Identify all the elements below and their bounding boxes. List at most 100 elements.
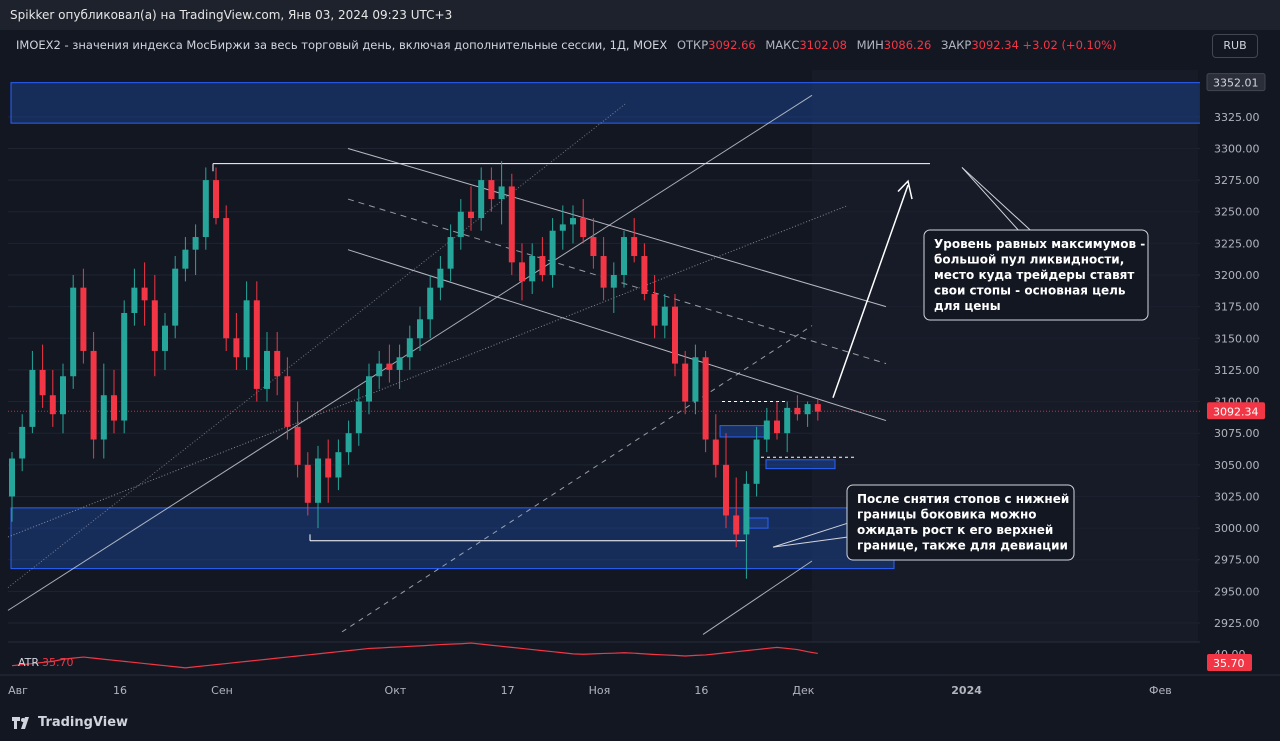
candle-body (9, 458, 15, 497)
candle-body (315, 458, 321, 503)
candle-body (498, 186, 505, 200)
callout-range-line: границы боковика можно (857, 508, 1037, 522)
publisher-line: Spikker опубликовал(а) на TradingView.co… (10, 8, 453, 22)
time-tick-label: 17 (501, 684, 515, 697)
candle-body (39, 369, 46, 396)
candle-body (70, 287, 77, 377)
candle-body (672, 306, 678, 364)
price-tick-label: 3200.00 (1214, 269, 1260, 282)
support-ray (702, 560, 813, 635)
callout-liquidity: Уровень равных максимумов - большой пул л… (923, 229, 1149, 321)
candle-body (661, 306, 668, 326)
callout-pointer-2b (772, 536, 849, 548)
tradingview-brand: TradingView (38, 715, 129, 730)
tradingview-logo[interactable]: TradingView (12, 715, 128, 730)
time-tick-label: Сен (211, 684, 233, 697)
price-chart[interactable]: ATR 35.70 2925.002950.002975.003000.00302… (0, 30, 1280, 710)
top-price-label: 3352.01 (1213, 77, 1259, 90)
price-axis: 2925.00 2950.00 2975.00 3000.00 3025.00 3050.… (1200, 70, 1280, 710)
atr-label: ATR (18, 656, 39, 669)
price-tick-label: 3225.00 (1214, 237, 1260, 250)
dashed-trend-line (341, 325, 813, 633)
time-axis: Авг16СенОкт17Ноя16Дек2024ФевМар (0, 674, 1280, 697)
callout-liquidity-line: место куда трейдеры ставят (934, 268, 1134, 282)
candle-body (427, 287, 434, 320)
price-tick-label: 3000.00 (1214, 522, 1260, 535)
callout-pointer-2 (772, 522, 849, 548)
candle-body (631, 237, 638, 257)
target-arrow (832, 184, 909, 399)
candle-body (559, 224, 566, 231)
candle-body (641, 256, 648, 294)
callout-pointer-1 (961, 167, 1043, 242)
candle-body (151, 300, 158, 351)
candle-body (570, 218, 576, 225)
candle-body (712, 439, 719, 465)
candle-body (172, 268, 179, 326)
time-tick-label: Ноя (589, 684, 611, 697)
callout-liquidity-line: Уровень равных максимумов - (934, 237, 1145, 251)
candle-body (590, 237, 597, 257)
candle-body (437, 268, 444, 288)
candle-body (468, 211, 474, 219)
price-axis-bg (1200, 70, 1280, 710)
atr-indicator: ATR 35.70 (8, 641, 1200, 669)
legend-open-value: 3092.66 (708, 38, 756, 52)
candle-body (488, 180, 495, 200)
price-tick-label: 2925.00 (1214, 617, 1260, 630)
candle-body (213, 180, 219, 219)
candle-body (60, 376, 66, 415)
candle-body (457, 211, 464, 238)
time-tick-label: Фев (1149, 684, 1172, 697)
time-tick-label: 2024 (951, 684, 982, 697)
candle-body (580, 218, 587, 238)
candle-body (264, 350, 270, 389)
chart-legend: IMOEX2 - значения индекса МосБиржи за ве… (16, 38, 1117, 52)
candles (9, 161, 821, 579)
candle-body (753, 439, 760, 484)
target-arrow-head (897, 179, 913, 200)
candle-body (376, 363, 383, 377)
callout-range: После снятия стопов с нижней границы боко… (846, 484, 1075, 561)
candle-body (774, 420, 780, 434)
candle-body (549, 230, 556, 276)
legend-title: IMOEX2 - значения индекса МосБиржи за ве… (16, 38, 668, 52)
currency-button[interactable]: RUB (1212, 34, 1258, 58)
legend-close-value: 3092.34 (971, 38, 1019, 52)
candle-body (80, 287, 87, 351)
current-price-label: 3092.34 (1213, 405, 1259, 418)
candle-body (478, 180, 485, 219)
channel-upper-line (347, 147, 887, 308)
current-price-badge (1207, 402, 1265, 420)
candle-body (100, 395, 107, 440)
annotations: Уровень равных максимумов - большой пул л… (846, 229, 1149, 561)
candle-body (284, 376, 291, 427)
candle-body (651, 293, 658, 326)
callout-pointer-1b (961, 167, 1029, 242)
dotted-trend-line (7, 204, 849, 538)
candle-body (529, 256, 536, 282)
legend-high-label: МАКС (765, 38, 800, 52)
price-tick-label: 3125.00 (1214, 364, 1260, 377)
callout-range-line: После снятия стопов с нижней (857, 492, 1069, 506)
price-tick-label: 3025.00 (1214, 490, 1260, 503)
candle-body (162, 325, 168, 351)
legend-low-value: 3086.26 (883, 38, 932, 52)
candle-body (406, 338, 413, 358)
candle-body (508, 186, 515, 263)
candle-body (304, 464, 311, 503)
candle-body (233, 338, 240, 358)
candle-body (294, 426, 301, 465)
candle-body (49, 395, 56, 415)
candle-body (692, 357, 699, 402)
candle-body (733, 515, 740, 535)
legend-close-label: ЗАКР (940, 38, 972, 52)
candle-body (539, 256, 546, 276)
candle-body (141, 287, 148, 301)
legend-high-value: 3102.08 (799, 38, 847, 52)
candle-body (814, 404, 821, 412)
time-tick-label: Дек (792, 684, 814, 697)
candle-body (202, 180, 209, 238)
candle-body (396, 357, 403, 370)
candle-body (223, 218, 230, 339)
